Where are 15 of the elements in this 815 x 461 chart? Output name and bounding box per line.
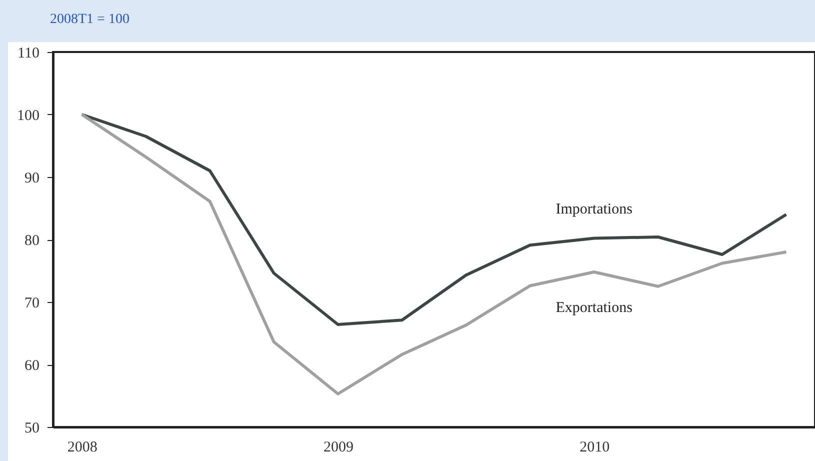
x-tick-label: 2008 <box>67 440 98 456</box>
y-tick-label: 110 <box>18 46 40 62</box>
y-tick-label: 70 <box>24 296 40 312</box>
x-tick-label: 2009 <box>323 440 354 456</box>
series-label: Importations <box>556 201 633 218</box>
y-tick-label: 80 <box>24 233 40 249</box>
line-series <box>80 113 788 396</box>
series-label: Exportations <box>556 300 633 316</box>
y-tick-label: 60 <box>24 358 40 374</box>
x-tick-label: 2010 <box>580 440 610 456</box>
y-tick-label: 50 <box>24 420 40 436</box>
y-tick-label: 90 <box>24 170 40 186</box>
chart-subtitle: 2008T1 = 100 <box>49 11 130 29</box>
y-tick-label: 100 <box>17 108 40 124</box>
line-series <box>80 113 788 326</box>
